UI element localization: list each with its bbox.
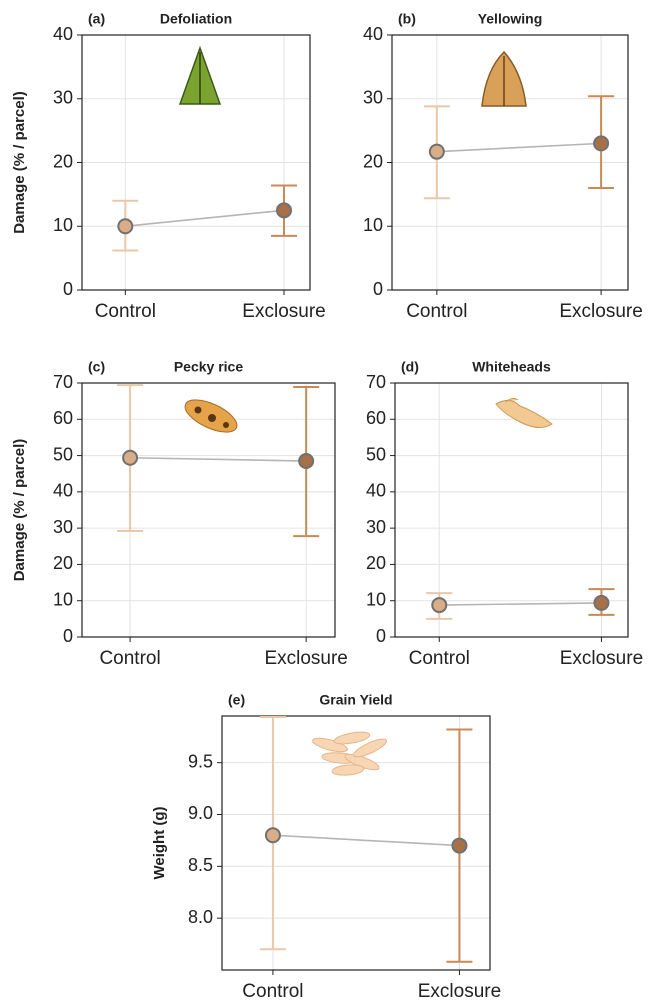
mean-point — [428, 143, 445, 160]
y-tick-label: 40 — [53, 481, 73, 501]
y-tick-label: 9.5 — [188, 751, 213, 771]
x-tick-label: Control — [99, 648, 160, 669]
panel: 0 10 20 30 40 50 60 70 Control Exclosure (d) Whiteh… — [366, 359, 643, 669]
mean-point — [264, 827, 281, 844]
panel-label: (c) — [88, 359, 105, 375]
y-tick-label: 10 — [53, 589, 73, 609]
mean-point — [276, 202, 293, 219]
panel-label: (a) — [88, 11, 105, 27]
connector — [439, 602, 602, 606]
y-tick-label: 30 — [53, 88, 73, 108]
spot — [208, 414, 216, 422]
y-tick-label: 0 — [376, 626, 386, 646]
panel: 8.0 8.5 9.0 9.5 Control Exclosure (e) Grain Yie… — [151, 692, 501, 1002]
x-tick-label: Control — [242, 981, 303, 1002]
y-tick-label: 20 — [53, 553, 73, 573]
panel-label: (e) — [228, 692, 245, 708]
y-tick-label: 0 — [63, 279, 73, 299]
y-tick-label: 40 — [366, 481, 386, 501]
plot-frame — [81, 34, 311, 291]
chart-title: Pecky rice — [174, 359, 243, 375]
y-tick-label: 9.0 — [188, 803, 213, 823]
y-tick-label: 30 — [53, 517, 73, 537]
y-tick-label: 20 — [366, 553, 386, 573]
icons — [178, 45, 553, 776]
x-tick-label: Exclosure — [559, 301, 642, 322]
y-tick-label: 10 — [363, 215, 383, 235]
y-axis-title: Damage (% / parcel) — [11, 439, 28, 582]
plot-frame — [81, 382, 336, 638]
connector — [272, 834, 460, 847]
y-axis-title: Damage (% / parcel) — [11, 91, 28, 234]
y-tick-label: 10 — [366, 589, 386, 609]
y-tick-label: 20 — [363, 151, 383, 171]
mean-point — [593, 594, 610, 611]
plot-frame — [394, 382, 629, 638]
y-tick-label: 70 — [366, 372, 386, 392]
y-axis-title: Weight (g) — [151, 806, 168, 879]
mean-point — [451, 837, 468, 854]
y-tick-label: 8.0 — [188, 907, 213, 927]
mean-point — [298, 453, 315, 470]
y-tick-label: 10 — [53, 215, 73, 235]
x-tick-label: Exclosure — [560, 648, 643, 669]
whitehead-icon — [495, 397, 553, 428]
y-tick-label: 60 — [366, 408, 386, 428]
y-tick-label: 40 — [363, 24, 383, 44]
chart-title: Yellowing — [478, 11, 543, 27]
y-tick-label: 50 — [53, 444, 73, 464]
spot — [223, 422, 229, 428]
connector — [125, 209, 285, 228]
panel-label: (d) — [401, 359, 419, 375]
x-tick-label: Exclosure — [418, 981, 501, 1002]
plot-frame — [221, 715, 491, 971]
mean-point — [117, 218, 134, 235]
chart-title: Grain Yield — [319, 692, 392, 708]
x-tick-label: Control — [409, 648, 470, 669]
panel-label: (b) — [398, 11, 416, 27]
y-tick-label: 0 — [63, 626, 73, 646]
x-tick-label: Exclosure — [242, 301, 325, 322]
mean-point — [122, 449, 139, 466]
spot — [194, 406, 202, 414]
mean-point — [593, 135, 610, 152]
panel: 0 10 20 30 40 Control Exclosure (b) Yellowing — [363, 11, 643, 322]
connector — [130, 456, 307, 462]
x-tick-label: Control — [406, 301, 467, 322]
y-tick-label: 8.5 — [188, 855, 213, 875]
y-tick-label: 70 — [53, 372, 73, 392]
y-tick-label: 20 — [53, 151, 73, 171]
panel: 0 10 20 30 40 Control Exclosure (a) Defoliation D… — [11, 11, 326, 322]
y-tick-label: 30 — [366, 517, 386, 537]
chart-title: Defoliation — [160, 11, 232, 27]
panel: 0 10 20 30 40 50 60 70 Control Exclosure (c) Pecky … — [11, 359, 348, 669]
y-tick-label: 50 — [366, 444, 386, 464]
grains-icon — [312, 731, 387, 776]
x-tick-label: Control — [95, 301, 156, 322]
y-tick-label: 30 — [363, 88, 383, 108]
chart-title: Whiteheads — [472, 359, 551, 375]
y-tick-label: 0 — [373, 279, 383, 299]
connector — [436, 142, 602, 153]
mean-point — [431, 597, 448, 614]
y-tick-label: 40 — [53, 24, 73, 44]
y-tick-label: 60 — [53, 408, 73, 428]
plot-frame — [391, 34, 629, 291]
x-tick-label: Exclosure — [264, 648, 347, 669]
